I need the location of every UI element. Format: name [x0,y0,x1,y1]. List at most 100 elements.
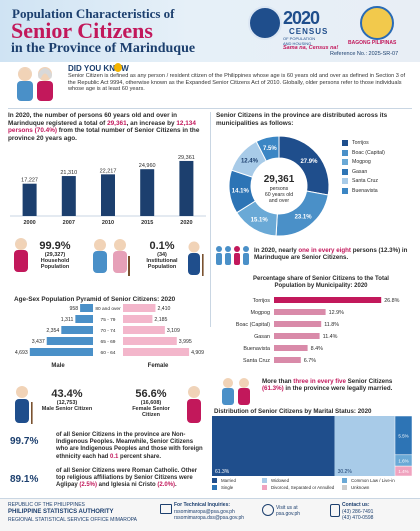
pie-center-label: and over [269,198,289,204]
legend-swatch [342,485,347,490]
marital-legend-item: Common Law / Live-in [342,478,412,483]
growth-value-label: 17,227 [21,178,38,184]
census-slogan: Sama na, Census na! [283,45,339,51]
marital-value-widowed: 30.2% [338,469,353,475]
growth-bar-chart: 17,227 2000 21,310 2007 22,217 2010 24,960 2015… [10,155,206,226]
share-category-label: Torrijos [253,298,271,304]
legend-label: Mogpog [352,159,371,165]
pyramid-male-bar [29,348,93,356]
pyramid-female-value: 3,995 [179,339,192,345]
household-stat: 99.9% (29,327) Household Population [32,240,78,271]
footer-office: REGIONAL STATISTICAL SERVICE OFFICE MIMA… [8,517,138,523]
growth-year-label: 2015 [141,220,153,226]
legend-swatch [342,168,348,175]
indigenous-text-part: of all Senior Citizens in the province a… [56,432,203,460]
bagong-pilipinas-text: BAGONG PILIPINAS [348,40,397,46]
pyramid-male-value: 4,693 [15,350,28,356]
institutional-count: (34) [157,252,167,258]
female-count: (16,608) [140,400,162,406]
pyramid-male-bar [75,315,93,323]
share-bar [274,321,322,327]
legend-swatch [342,187,348,194]
indigenous-text: of all Senior Citizens in the province a… [56,432,206,461]
pie-slice-label: 7.5% [263,146,277,152]
cane-man-illustration [188,241,204,276]
page-title-line3: in the Province of Marinduque [11,41,196,56]
pyramid-female-value: 4,909 [191,350,204,356]
share-bar [274,345,308,351]
pie-slice [255,135,280,162]
footer-site[interactable]: psa.gov.ph [276,511,301,517]
growth-total: 29,361 [107,119,127,127]
pyramid-female-value: 3,109 [167,328,180,334]
old-woman-illustration [187,386,201,423]
legend-label: Common Law / Live-in [351,478,395,483]
share-category-label: Buenavista [243,346,270,352]
growth-value-label: 22,217 [100,168,117,174]
marital-legend-item: Single [212,485,262,490]
pyramid-female-bar [123,304,156,312]
oie-text: In 2020, nearly [254,247,299,254]
male-stat: 43.4% (12,753) Male Senior Citizen [40,388,94,412]
legend-label: Santa Cruz [352,178,378,184]
male-count: (12,753) [56,400,78,406]
footer-phone1[interactable]: (43) 286-7491 [342,509,374,515]
globe-icon [262,504,274,516]
marital-value-small: 5.5% [398,433,408,438]
bagong-pilipinas-logo [360,6,394,40]
religion-text: of all Senior Citizens were Roman Cathol… [56,468,206,490]
pie-legend-item: Torrijos [342,140,418,146]
share-bar [274,309,326,315]
share-bar [274,297,382,303]
elderly-couple-illustration [17,67,53,101]
pie-slice-label: 23.1% [295,215,313,221]
marital-value-small: 1.6% [398,458,408,463]
growth-intro: In 2020, the number of persons 60 years … [8,112,206,142]
footer-email1[interactable]: rssomimaropa@psa.gov.ph [174,509,235,515]
pyramid-female-bar [123,337,177,345]
legend-label: Gasan [352,168,368,175]
household-count: (29,327) [44,252,66,258]
religion-text-part: . [175,482,177,489]
growth-increase: 12,134 persons (70.4%) [8,119,196,135]
mail-icon [160,504,172,514]
growth-intro-text: from the total number of Senior Citizens… [8,127,200,142]
growth-bar [140,169,155,216]
municipality-share-chart: Torrijos 26.8% Mogpog 12.9% Boac (Capital) 11… [236,297,400,364]
marital-legend-item: Widowed [262,478,342,483]
legend-swatch [262,485,267,490]
old-man-illustration [15,386,33,424]
census-word: CENSUS [289,27,329,36]
pie-legend-item: Buenavista [342,187,418,194]
pie-legend-item: Mogpog [342,159,418,165]
pyramid-female-value: 2,410 [157,306,170,312]
pie-intro: Senior Citizens in the province are dist… [216,112,388,127]
crowd-icon [216,246,249,265]
marital-value-married: 61.3% [215,469,230,475]
pie-center-value: 29,361 [264,174,295,185]
growth-bar [179,160,194,216]
share-value-label: 12.9% [329,310,344,316]
footer-phone2[interactable]: (43) 470-0598 [342,515,374,521]
marital-status-chart: 61.3% 30.2% 5.5% 1.6% 1.4% [212,416,412,477]
married-text-part: More than [262,378,294,385]
growth-intro-text: , an increase by [126,119,177,127]
share-title: Percentage share of Senior Citizens to t… [253,276,389,289]
pie-slice-label: 15.1% [251,218,269,224]
footer-republic: REPUBLIC OF THE PHILIPPINES [8,502,85,508]
pie-slice-label: 14.1% [232,189,250,195]
header-banner [0,0,420,62]
municipality-pie-chart: 27.9% 23.1% 15.1% 14.1% 12.4% 7.5% 29,361perso… [228,135,330,237]
pyramid-female-bar [123,348,190,356]
share-bar [274,333,320,339]
pyramid-male-bar [61,326,93,334]
institutional-stat: 0.1% (34) Institutional Population [140,240,184,271]
pyramid-male-value: 2,354 [46,328,59,334]
pyramid-male-bar [80,304,93,312]
growth-year-label: 2010 [102,220,114,226]
married-couple-illustration [222,378,250,405]
married-highlight-pct: (61.3%) [262,385,284,393]
marital-legend-item: Unknown [342,485,412,490]
share-value-label: 11.4% [323,334,338,340]
footer-email2[interactable]: rssomimaropa.dss@psa.gov.ph [174,515,245,521]
